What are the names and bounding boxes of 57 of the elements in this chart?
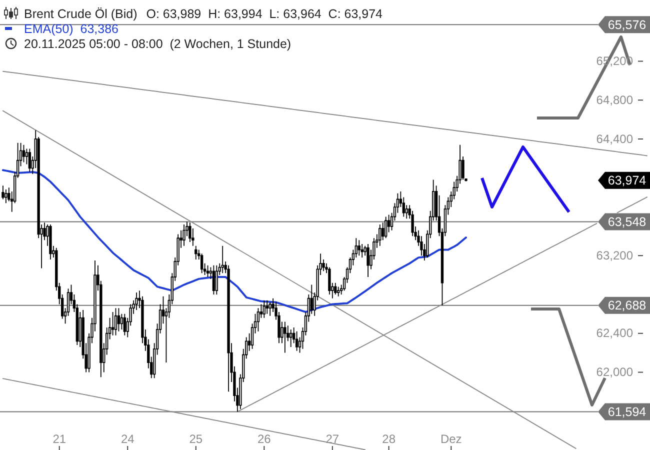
x-tick-label: 24 [120,432,135,446]
candlestick [114,308,118,336]
candlestick [49,224,52,260]
candlestick [2,185,4,200]
text: Brent Crude Öl (Bid) [24,7,138,21]
line-series [2,378,366,450]
y-tick-label: 64,400 [596,132,634,146]
annotation: 20.11.2025 05:00 - 08:00 (2 Wochen, 1 Stunde) [24,37,292,51]
x-tick-label: 28 [382,432,396,446]
candlestick [194,245,198,260]
candlestick [378,224,382,246]
y-tick-label: 62,000 [596,365,634,380]
candlestick [111,312,114,336]
annotation: 63,974 [608,174,646,188]
y-tick-label: 62,400 [596,326,634,340]
candlestick [384,216,388,239]
candlestick [188,222,192,242]
candlestick [284,321,286,354]
candlestick [337,286,340,297]
legend-label: EMA(50) 63,386 [24,22,119,36]
candlestick [256,308,260,332]
candlestick [328,266,331,295]
candlestick [200,253,204,274]
candlestick [227,264,230,392]
candlestick [212,264,216,295]
y-tick-label: 64,800 [596,92,634,107]
candlestick [135,292,138,310]
x-tick-label: 26 [257,432,272,446]
candlestick [221,245,224,274]
line-series [2,70,648,156]
candlestick [4,189,8,204]
x-tick-label: 25 [189,432,203,446]
candlestick [360,244,364,258]
ref-line-label: 61,594 [608,405,646,420]
candlestick [290,329,292,348]
candlestick [28,148,32,172]
ref-line-label: 62,688 [608,298,646,313]
ref-line-label: 63,548 [608,215,646,230]
ref-line-label: 65,576 [608,18,646,32]
y-tick-label: 63,200 [596,248,634,262]
candlestick [182,224,186,246]
x-tick-label: Dez [440,432,462,446]
candlestick [266,300,268,314]
candlestick [215,264,218,295]
candlestick [22,144,26,163]
candlestick [366,244,370,278]
candlestick [206,264,210,278]
line-series [2,169,467,313]
candlestick [358,240,360,256]
x-tick-label: 21 [52,432,66,446]
candlestick [117,308,120,332]
candlestick [123,313,126,336]
candlestick [295,330,298,352]
candlestick [262,300,266,318]
text: O: 63,989 H: 63,994 L: 63,964 C: 63,974 [146,7,383,21]
candlestick [268,302,272,316]
candlestick [334,282,337,295]
